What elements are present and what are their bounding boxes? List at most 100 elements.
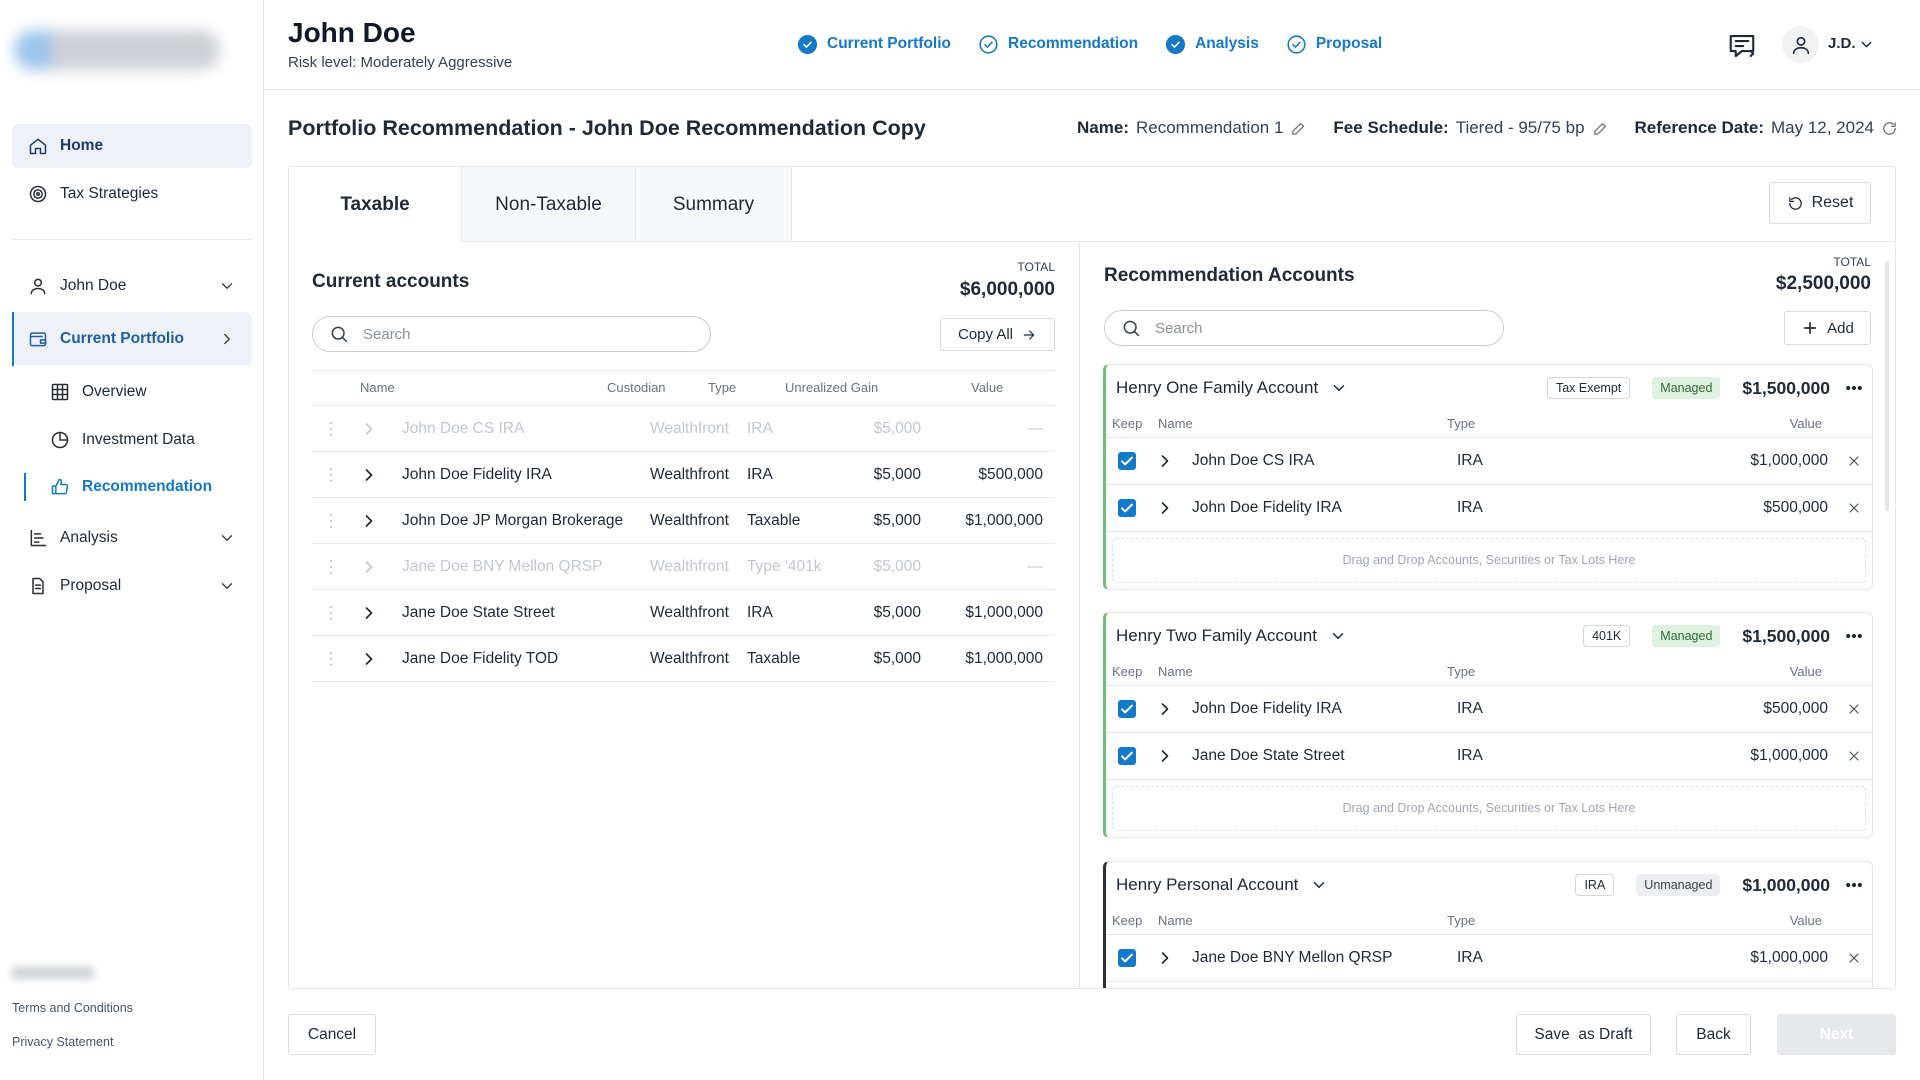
column-header: Name bbox=[1158, 913, 1193, 928]
search-placeholder: Search bbox=[1155, 319, 1203, 337]
expand-chevron bbox=[365, 560, 373, 573]
column-header: Type bbox=[1447, 416, 1476, 431]
tab[interactable]: Non-Taxable bbox=[462, 167, 636, 242]
panel-divider bbox=[1079, 242, 1080, 988]
group-title[interactable]: Henry Personal Account bbox=[1116, 873, 1328, 897]
step[interactable]: Proposal bbox=[1286, 34, 1382, 55]
keep-checkbox[interactable] bbox=[1118, 949, 1136, 967]
arrow-icon bbox=[1023, 329, 1035, 340]
footer-link[interactable]: Privacy Statement bbox=[12, 1035, 114, 1049]
remove-icon bbox=[1849, 456, 1859, 466]
step-label: Recommendation bbox=[1008, 35, 1139, 52]
account-value: $1,000,000 bbox=[1750, 452, 1828, 469]
step[interactable]: Recommendation bbox=[978, 34, 1138, 55]
expand-chevron bbox=[1161, 455, 1169, 467]
account-name: Jane Doe Fidelity TOD bbox=[402, 649, 559, 667]
column-header: Keep bbox=[1112, 664, 1143, 679]
nav-highlight bbox=[12, 124, 252, 168]
keep-checkbox[interactable] bbox=[1118, 499, 1136, 517]
meta-value: Tiered - 95/75 bp bbox=[1455, 118, 1585, 137]
nav-label[interactable]: Home bbox=[60, 137, 104, 154]
nav-label[interactable]: John Doe bbox=[60, 277, 127, 294]
expand-chevron bbox=[1161, 750, 1169, 762]
keep-checkbox[interactable] bbox=[1118, 452, 1136, 470]
group-menu bbox=[1846, 882, 1862, 888]
row-border bbox=[1106, 779, 1873, 780]
step[interactable]: Analysis bbox=[1165, 34, 1259, 55]
nav-highlight bbox=[12, 312, 252, 366]
custodian: Wealthfront bbox=[650, 465, 729, 483]
group-title[interactable]: Henry One Family Account bbox=[1116, 376, 1348, 400]
drag-handle bbox=[329, 422, 333, 436]
keep-checkbox[interactable] bbox=[1118, 747, 1136, 765]
total-label: TOTAL bbox=[1017, 260, 1055, 274]
checkbox-tick bbox=[1121, 704, 1133, 714]
messages-icon bbox=[1729, 34, 1755, 58]
expand-chevron bbox=[365, 606, 373, 619]
nav-label[interactable]: Overview bbox=[82, 383, 147, 400]
nav-icon bbox=[30, 278, 46, 295]
meta-icon bbox=[1292, 122, 1305, 135]
expand-chevron bbox=[1161, 952, 1169, 964]
account-value: $500,000 bbox=[978, 465, 1043, 483]
meta-icon bbox=[1883, 121, 1896, 135]
copy-all-button[interactable]: Copy All bbox=[940, 318, 1055, 351]
expand-chevron bbox=[1161, 502, 1169, 514]
group-summary: 401K Managed $1,500,000 bbox=[1583, 622, 1864, 650]
footer-link[interactable]: Terms and Conditions bbox=[12, 1001, 133, 1015]
client-name: John Doe bbox=[288, 17, 416, 48]
column-header: Value bbox=[1789, 913, 1822, 928]
nav-icon bbox=[29, 332, 47, 347]
status-badge: Unmanaged bbox=[1636, 874, 1721, 896]
search-box[interactable]: Search bbox=[1104, 310, 1504, 346]
risk-level: Risk level: Moderately Aggressive bbox=[288, 54, 513, 71]
account-value: $1,000,000 bbox=[965, 649, 1043, 667]
meta-label: Fee Schedule: bbox=[1333, 118, 1449, 137]
search-placeholder: Search bbox=[363, 325, 411, 343]
step[interactable]: Current Portfolio bbox=[797, 34, 951, 55]
unrealized-gain: $5,000 bbox=[873, 511, 921, 529]
custodian: Wealthfront bbox=[650, 511, 729, 529]
action-button[interactable]: Next bbox=[1777, 1014, 1896, 1055]
custodian: Wealthfront bbox=[650, 603, 729, 621]
keep-checkbox[interactable] bbox=[1118, 700, 1136, 718]
unrealized-gain: $5,000 bbox=[873, 557, 921, 575]
column-header: Unrealized Gain bbox=[785, 380, 879, 395]
group-title[interactable]: Henry Two Family Account bbox=[1116, 624, 1347, 648]
tab[interactable]: Summary bbox=[636, 167, 792, 242]
reset-button[interactable]: Reset bbox=[1769, 182, 1871, 224]
account-name: John Doe CS IRA bbox=[402, 420, 525, 437]
account-name: Jane Doe BNY Mellon QRSP bbox=[402, 557, 603, 575]
nav-label[interactable]: Investment Data bbox=[82, 431, 195, 448]
column-header: Type bbox=[708, 380, 737, 395]
copyright-blur bbox=[12, 967, 94, 979]
add-button[interactable]: Add bbox=[1784, 311, 1871, 345]
row-border bbox=[1106, 732, 1873, 733]
group-summary: Tax Exempt Managed $1,500,000 bbox=[1546, 374, 1864, 402]
account-name: John Doe JP Morgan Brokerage bbox=[402, 511, 624, 529]
step-check bbox=[797, 34, 818, 54]
group-total: $1,000,000 bbox=[1742, 874, 1830, 895]
expand-chevron bbox=[1161, 703, 1169, 715]
nav-label[interactable]: Tax Strategies bbox=[60, 185, 159, 202]
group-total: $1,500,000 bbox=[1742, 625, 1830, 646]
account-type: IRA bbox=[1457, 700, 1483, 717]
action-button[interactable]: Back bbox=[1676, 1014, 1751, 1055]
action-button[interactable]: Cancel bbox=[288, 1014, 376, 1055]
nav-label[interactable]: Analysis bbox=[60, 529, 118, 546]
nav-label[interactable]: Current Portfolio bbox=[60, 330, 184, 347]
step-label: Proposal bbox=[1315, 35, 1383, 52]
tab[interactable]: Taxable bbox=[289, 167, 462, 242]
search-box[interactable]: Search bbox=[312, 316, 711, 352]
content-card bbox=[288, 166, 1896, 989]
reset-label: Reset bbox=[1811, 194, 1854, 211]
row-border bbox=[312, 451, 1055, 452]
panel-title: Current accounts bbox=[312, 271, 470, 292]
action-button[interactable]: Save as Draft bbox=[1516, 1014, 1651, 1055]
nav-label[interactable]: Recommendation bbox=[82, 478, 213, 495]
account-name: John Doe Fidelity IRA bbox=[1192, 499, 1342, 516]
copy-all-label: Copy All bbox=[957, 326, 1014, 343]
nav-label[interactable]: Proposal bbox=[60, 577, 122, 594]
recommendation-panel: Recommendation Accounts TOTAL $2,500,000 Se… bbox=[1081, 243, 1895, 988]
avatar[interactable] bbox=[1782, 26, 1819, 63]
